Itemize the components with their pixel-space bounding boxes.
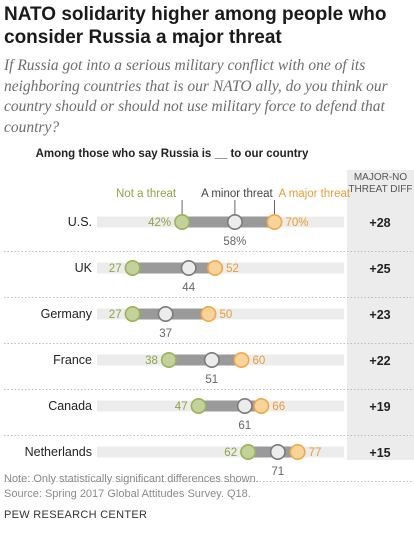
value-not-a-threat-germany: 27 bbox=[109, 309, 122, 321]
dot-minor-threat-canada bbox=[236, 397, 253, 414]
diff-value-uk: +25 bbox=[369, 262, 390, 276]
diff-column-background bbox=[347, 170, 414, 460]
dot-major-threat-us bbox=[266, 214, 283, 231]
chart-subtitle: If Russia got into a serious military co… bbox=[4, 57, 388, 136]
row-label-uk: UK bbox=[75, 261, 93, 275]
dot-major-threat-france bbox=[233, 351, 250, 368]
value-minor-threat-uk: 44 bbox=[182, 282, 195, 294]
dot-major-threat-canada bbox=[253, 397, 270, 414]
dot-not-a-threat-germany bbox=[124, 305, 141, 322]
legend-minor-threat: A minor threat bbox=[201, 188, 273, 200]
dot-major-threat-netherlands bbox=[289, 443, 306, 460]
legend-major-threat: A major threat bbox=[279, 188, 351, 200]
row-label-us: U.S. bbox=[68, 215, 92, 229]
diff-column-header: MAJOR-NO THREAT DIFF bbox=[348, 172, 413, 195]
value-minor-threat-us: 58% bbox=[223, 236, 246, 248]
value-not-a-threat-us: 42% bbox=[148, 217, 171, 229]
row-label-netherlands: Netherlands bbox=[25, 445, 92, 459]
dot-not-a-threat-france bbox=[160, 351, 177, 368]
dot-minor-threat-germany bbox=[157, 305, 174, 322]
dot-not-a-threat-netherlands bbox=[240, 443, 257, 460]
value-major-threat-canada: 66 bbox=[272, 401, 285, 413]
row-label-germany: Germany bbox=[41, 307, 93, 321]
range-bar-canada bbox=[198, 400, 262, 412]
range-bar-uk bbox=[132, 262, 216, 274]
legend-not-a-threat: Not a threat bbox=[116, 188, 177, 200]
dot-minor-threat-uk bbox=[180, 259, 197, 276]
dot-minor-threat-us bbox=[226, 214, 243, 231]
dot-not-a-threat-us bbox=[174, 214, 191, 231]
row-label-france: France bbox=[53, 353, 92, 367]
value-major-threat-us: 70% bbox=[286, 217, 309, 229]
value-not-a-threat-uk: 27 bbox=[109, 263, 122, 275]
dot-major-threat-germany bbox=[200, 305, 217, 322]
value-major-threat-netherlands: 77 bbox=[309, 447, 322, 459]
value-major-threat-germany: 50 bbox=[220, 309, 233, 321]
value-major-threat-uk: 52 bbox=[226, 263, 239, 275]
value-not-a-threat-france: 38 bbox=[145, 355, 158, 367]
diff-value-canada: +19 bbox=[369, 400, 390, 414]
diff-value-netherlands: +15 bbox=[369, 446, 390, 460]
diff-value-us: +28 bbox=[369, 216, 390, 230]
dot-minor-threat-france bbox=[203, 351, 220, 368]
note-text: Note: Only statistically significant dif… bbox=[4, 473, 259, 485]
dot-major-threat-uk bbox=[207, 259, 224, 276]
diff-value-france: +22 bbox=[369, 354, 390, 368]
row-label-canada: Canada bbox=[48, 399, 92, 413]
dot-not-a-threat-uk bbox=[124, 259, 141, 276]
organization-name: PEW RESEARCH CENTER bbox=[4, 509, 148, 521]
value-minor-threat-netherlands: 71 bbox=[271, 466, 284, 478]
source-text: Source: Spring 2017 Global Attitudes Sur… bbox=[4, 488, 251, 500]
value-not-a-threat-canada: 47 bbox=[175, 401, 188, 413]
value-minor-threat-france: 51 bbox=[205, 374, 218, 386]
chart-notes: Note: Only statistically significant dif… bbox=[4, 472, 409, 502]
track-netherlands bbox=[97, 446, 344, 458]
track-germany bbox=[97, 308, 344, 320]
value-minor-threat-canada: 61 bbox=[238, 420, 251, 432]
chart-header: Among those who say Russia is __ to our … bbox=[35, 148, 309, 160]
dot-minor-threat-netherlands bbox=[269, 443, 286, 460]
diff-value-germany: +23 bbox=[369, 308, 390, 322]
chart-title: NATO solidarity higher among people who … bbox=[4, 4, 387, 48]
dot-not-a-threat-canada bbox=[190, 397, 207, 414]
value-major-threat-france: 60 bbox=[253, 355, 266, 367]
value-not-a-threat-netherlands: 62 bbox=[224, 447, 237, 459]
value-minor-threat-germany: 37 bbox=[159, 328, 172, 340]
